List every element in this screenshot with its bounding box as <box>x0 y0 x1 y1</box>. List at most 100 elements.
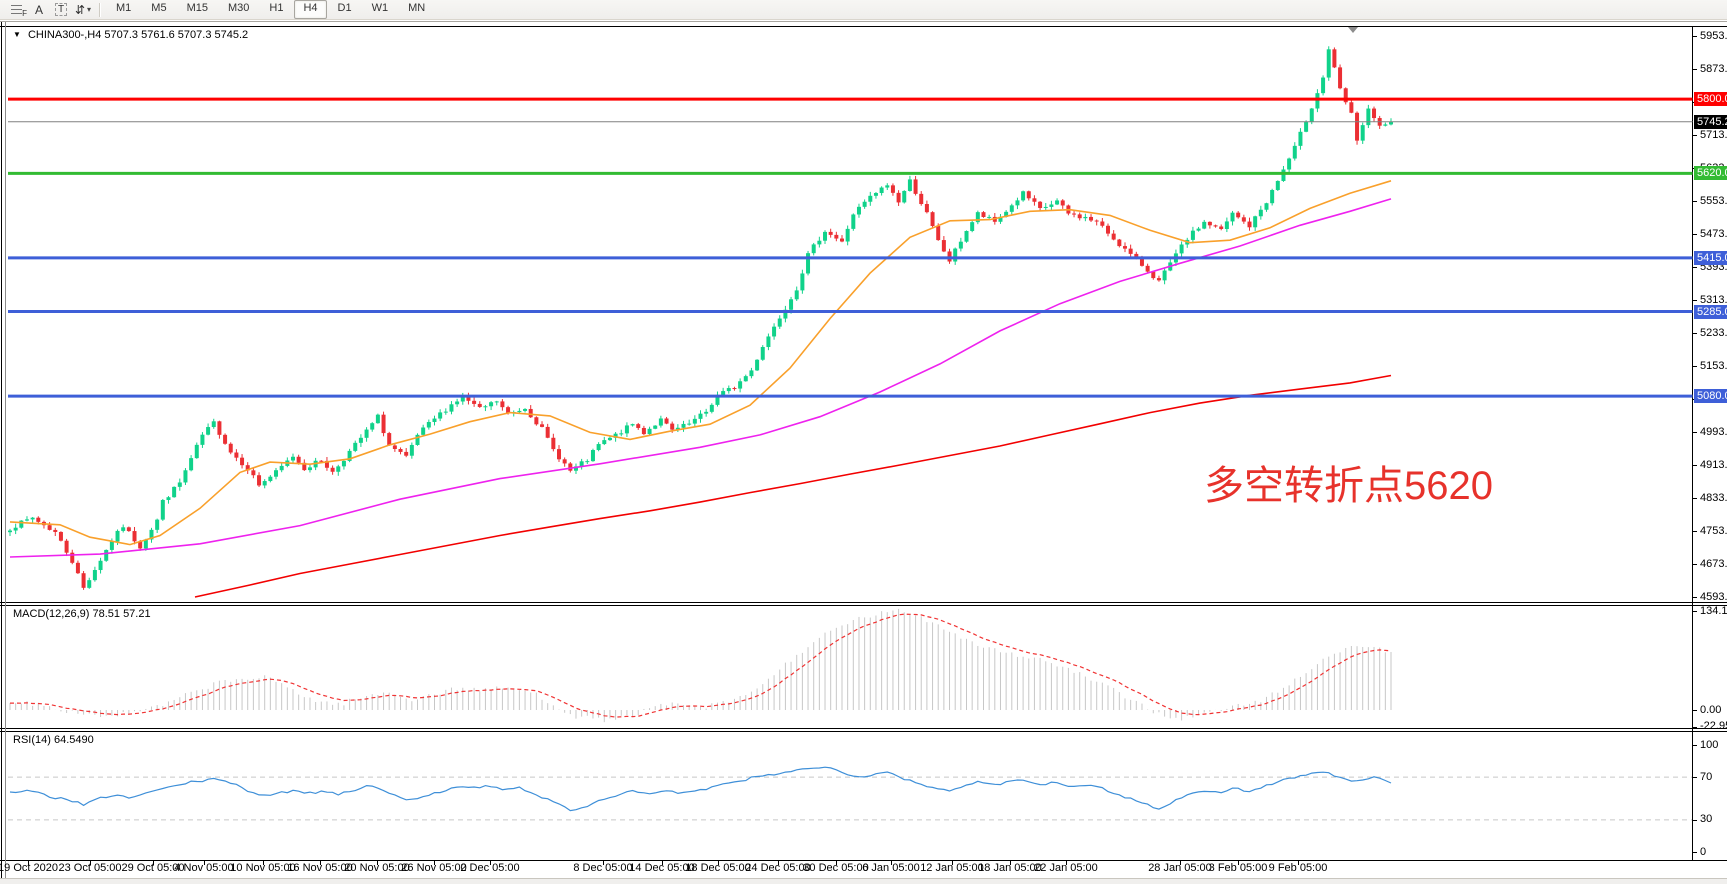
rsi-tick <box>1692 745 1697 746</box>
time-tick-label: 30 Dec 05:00 <box>803 862 869 874</box>
candles-layer <box>8 46 1393 590</box>
rsi-tick-label: 70 <box>1700 770 1713 783</box>
time-tick-label: 10 Nov 05:00 <box>230 862 296 874</box>
price-tick-label: 5153.0 <box>1700 359 1727 372</box>
time-tick <box>603 861 604 865</box>
level-price-badge: 5080.0 <box>1694 389 1727 404</box>
timeframe-button-h1[interactable]: H1 <box>269 2 284 14</box>
time-tick <box>1180 861 1181 865</box>
price-tick-label: 4673.0 <box>1700 557 1727 570</box>
macd-tick-label: -22.95 <box>1700 720 1727 733</box>
label-tool-button[interactable]: A <box>29 2 49 18</box>
price-tick-label: 5873.0 <box>1700 62 1727 75</box>
time-tick-label: 2 Dec 05:00 <box>460 862 520 874</box>
chevron-down-icon: ▾ <box>87 5 92 14</box>
top-toolbar: F A T ⇵ ▾ M1 M5 M15 M30 H1 H4 D1 W1 MN <box>0 0 1727 20</box>
chart-title: ▼ CHINA300-,H4 5707.3 5761.6 5707.3 5745… <box>13 29 248 41</box>
time-tick <box>662 861 663 865</box>
time-tick-label: 26 Nov 05:00 <box>401 862 467 874</box>
macd-tick <box>1692 726 1697 728</box>
level-price-badge: 5620.0 <box>1694 166 1727 181</box>
price-tick-label: 4993.0 <box>1700 425 1727 438</box>
time-tick-label: 3 Feb 05:00 <box>1208 862 1268 874</box>
level-price-badge: 5415.0 <box>1694 250 1727 265</box>
timeframe-button-m30[interactable]: M30 <box>227 2 250 14</box>
timeframe-button-w1[interactable]: W1 <box>371 2 389 14</box>
time-tick <box>28 861 29 865</box>
symbol-timeframe-label: CHINA300-,H4 <box>27 29 102 41</box>
time-tick-label: 20 Nov 05:00 <box>344 862 410 874</box>
fibonacci-icon-letter: F <box>22 8 27 18</box>
macd-tick-label: 134.11 <box>1700 604 1727 617</box>
time-tick-label: 6 Jan 05:00 <box>862 862 920 874</box>
fibonacci-tool-button[interactable]: F <box>7 2 27 18</box>
time-tick <box>778 861 779 865</box>
time-tick-label: 12 Jan 05:00 <box>920 862 984 874</box>
price-tick-label: 5473.0 <box>1700 227 1727 240</box>
time-tick <box>90 861 91 865</box>
rsi-tick <box>1692 852 1697 853</box>
timeframe-button-group: M1 M5 M15 M30 H1 H4 D1 W1 MN <box>106 0 435 19</box>
ma-slow-line <box>194 374 1392 598</box>
time-tick <box>434 861 435 865</box>
fibonacci-icon <box>11 5 22 14</box>
text-t-icon: T <box>54 3 68 16</box>
time-tick-label: 24 Dec 05:00 <box>745 862 811 874</box>
time-tick <box>320 861 321 865</box>
time-tick-label: 18 Jan 05:00 <box>978 862 1042 874</box>
price-tick <box>1692 366 1697 367</box>
time-tick-label: 9 Feb 05:00 <box>1268 862 1328 874</box>
price-tick-label: 4913.0 <box>1700 458 1727 471</box>
price-tick <box>1692 36 1697 37</box>
timeframe-button-m5[interactable]: M5 <box>151 2 167 14</box>
text-tool-button[interactable]: T <box>51 2 71 18</box>
rsi-tick-label: 30 <box>1700 813 1713 826</box>
ma-mid-line <box>9 198 1392 558</box>
rsi-tick <box>1692 819 1697 821</box>
chart-shift-marker[interactable] <box>1348 27 1358 33</box>
price-tick-label: 5713.0 <box>1700 128 1727 141</box>
price-tick <box>1692 135 1697 136</box>
symbol-dropdown-icon[interactable]: ▼ <box>13 30 21 39</box>
price-tick <box>1692 201 1697 202</box>
chart-text-annotation: 多空转折点5620 <box>1204 464 1493 508</box>
price-tick <box>1692 69 1697 70</box>
timeframe-button-h4[interactable]: H4 <box>294 0 327 19</box>
timeframe-button-m15[interactable]: M15 <box>186 2 208 14</box>
current-price-badge: 5745.2 <box>1694 114 1727 129</box>
timeframe-button-m1[interactable]: M1 <box>116 2 132 14</box>
rsi-tick-label: 100 <box>1700 738 1719 751</box>
time-tick <box>490 861 491 865</box>
macd-tick <box>1692 710 1697 711</box>
time-tick-label: 23 Oct 05:00 <box>58 862 122 874</box>
window-bottom-edge <box>0 878 1727 884</box>
macd-tick-label: 0.00 <box>1700 703 1722 716</box>
time-tick-label: 16 Nov 05:00 <box>287 862 353 874</box>
rsi-line <box>9 766 1392 812</box>
time-tick <box>377 861 378 865</box>
time-tick <box>153 861 154 865</box>
macd-indicator-label: MACD(12,26,9) 78.51 57.21 <box>13 608 151 620</box>
time-tick <box>204 861 205 865</box>
arrows-icon: ⇵ <box>74 2 86 17</box>
price-tick <box>1692 597 1697 598</box>
price-tick-label: 5553.0 <box>1700 194 1727 207</box>
macd-layer <box>9 608 1392 723</box>
time-tick <box>952 861 953 865</box>
price-tick-label: 5313.0 <box>1700 293 1727 306</box>
time-tick-label: 19 Oct 2020 <box>0 862 58 874</box>
price-tick-label: 4753.0 <box>1700 524 1727 537</box>
pane-frame <box>0 21 1727 878</box>
time-tick <box>718 861 719 865</box>
time-tick <box>891 861 892 865</box>
price-tick-label: 5233.0 <box>1700 326 1727 339</box>
time-tick-label: 4 Nov 05:00 <box>174 862 234 874</box>
arrows-tool-button[interactable]: ⇵ ▾ <box>73 2 93 18</box>
price-tick <box>1692 300 1697 301</box>
timeframe-button-mn[interactable]: MN <box>408 2 426 14</box>
label-a-icon: A <box>34 2 43 17</box>
timeframe-button-d1[interactable]: D1 <box>337 2 352 14</box>
price-tick-label: 5953.0 <box>1700 29 1727 42</box>
time-tick <box>1066 861 1067 865</box>
